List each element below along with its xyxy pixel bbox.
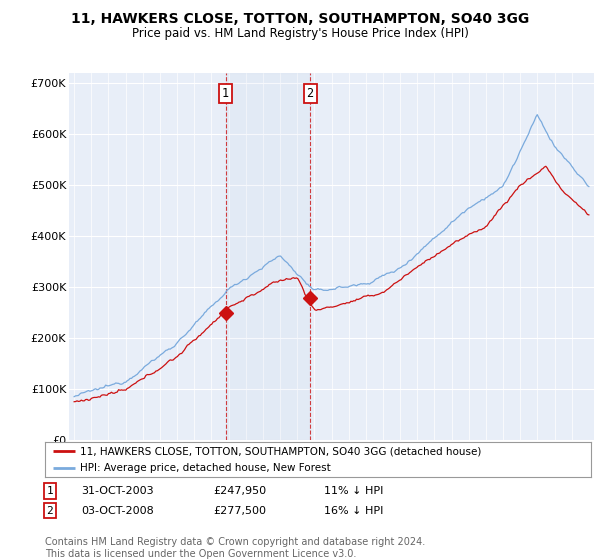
Text: 03-OCT-2008: 03-OCT-2008 bbox=[81, 506, 154, 516]
Text: 2: 2 bbox=[46, 506, 53, 516]
Text: 31-OCT-2003: 31-OCT-2003 bbox=[81, 486, 154, 496]
Text: 11, HAWKERS CLOSE, TOTTON, SOUTHAMPTON, SO40 3GG: 11, HAWKERS CLOSE, TOTTON, SOUTHAMPTON, … bbox=[71, 12, 529, 26]
Text: HPI: Average price, detached house, New Forest: HPI: Average price, detached house, New … bbox=[80, 463, 331, 473]
Text: 2: 2 bbox=[307, 87, 314, 100]
Text: £247,950: £247,950 bbox=[213, 486, 266, 496]
Text: Contains HM Land Registry data © Crown copyright and database right 2024.
This d: Contains HM Land Registry data © Crown c… bbox=[45, 537, 425, 559]
Text: 1: 1 bbox=[222, 87, 229, 100]
Text: 1: 1 bbox=[46, 486, 53, 496]
Text: 16% ↓ HPI: 16% ↓ HPI bbox=[324, 506, 383, 516]
Text: 11, HAWKERS CLOSE, TOTTON, SOUTHAMPTON, SO40 3GG (detached house): 11, HAWKERS CLOSE, TOTTON, SOUTHAMPTON, … bbox=[80, 446, 482, 456]
Text: 11% ↓ HPI: 11% ↓ HPI bbox=[324, 486, 383, 496]
Text: Price paid vs. HM Land Registry's House Price Index (HPI): Price paid vs. HM Land Registry's House … bbox=[131, 27, 469, 40]
Bar bbox=[226, 73, 310, 440]
Text: £277,500: £277,500 bbox=[213, 506, 266, 516]
